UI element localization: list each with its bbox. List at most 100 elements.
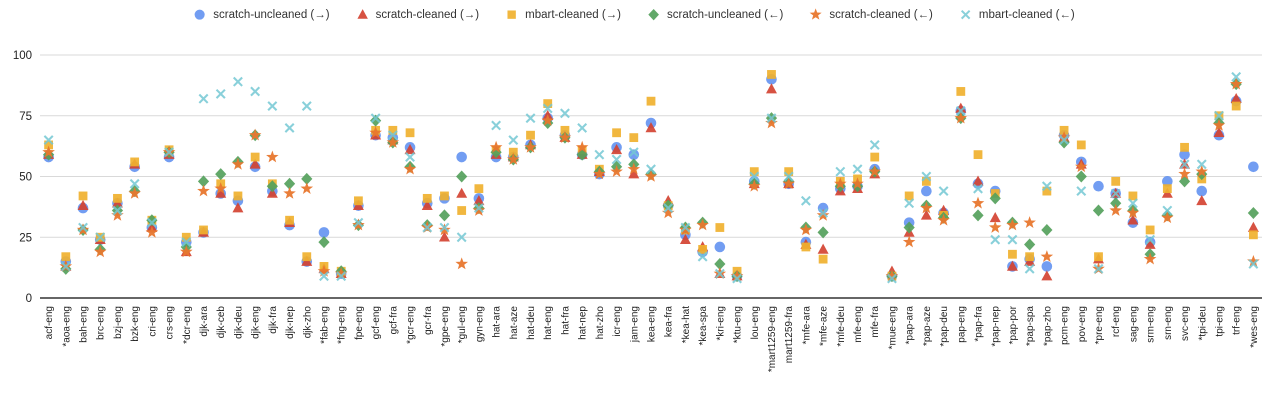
data-point[interactable] — [1111, 176, 1121, 186]
data-point[interactable] — [300, 182, 314, 194]
data-point[interactable] — [851, 177, 864, 190]
data-point[interactable] — [990, 234, 1001, 245]
data-point[interactable] — [130, 157, 140, 167]
data-point[interactable] — [904, 191, 914, 201]
data-point[interactable] — [1196, 159, 1207, 170]
data-point[interactable] — [696, 218, 709, 231]
data-point[interactable] — [920, 201, 933, 214]
data-point[interactable] — [560, 125, 570, 135]
data-point[interactable] — [543, 99, 553, 108]
data-point[interactable] — [198, 93, 209, 104]
data-point[interactable] — [784, 167, 794, 177]
data-point[interactable] — [404, 143, 416, 155]
data-point[interactable] — [285, 215, 294, 225]
data-point[interactable] — [1041, 223, 1053, 236]
data-point[interactable] — [988, 220, 1002, 233]
data-point[interactable] — [94, 245, 107, 258]
data-point[interactable] — [698, 245, 708, 254]
data-point[interactable] — [1247, 255, 1260, 267]
data-point[interactable] — [197, 184, 210, 197]
data-point[interactable] — [646, 96, 656, 106]
data-point[interactable] — [1093, 180, 1104, 192]
data-point[interactable] — [714, 257, 726, 270]
data-point[interactable] — [197, 175, 210, 188]
data-point[interactable] — [77, 199, 89, 210]
data-point[interactable] — [1179, 149, 1190, 160]
data-point[interactable] — [921, 176, 931, 186]
data-point[interactable] — [852, 164, 863, 175]
data-point[interactable] — [1092, 204, 1105, 217]
data-point[interactable] — [456, 232, 467, 243]
data-point[interactable] — [387, 130, 398, 141]
data-point[interactable] — [885, 269, 899, 282]
data-point[interactable] — [354, 196, 363, 206]
data-point[interactable] — [1248, 259, 1259, 269]
data-point[interactable] — [438, 231, 450, 242]
data-point[interactable] — [1212, 118, 1226, 131]
data-point[interactable] — [1178, 175, 1191, 188]
data-point[interactable] — [1041, 270, 1053, 281]
data-point[interactable] — [250, 152, 260, 162]
data-point[interactable] — [766, 113, 777, 124]
data-point[interactable] — [524, 140, 537, 153]
data-point[interactable] — [818, 208, 829, 218]
data-point[interactable] — [1162, 205, 1173, 216]
data-point[interactable] — [577, 122, 588, 133]
data-point[interactable] — [697, 251, 708, 262]
data-point[interactable] — [215, 187, 227, 198]
data-point[interactable] — [765, 83, 777, 94]
data-point[interactable] — [233, 191, 243, 201]
data-point[interactable] — [113, 193, 122, 203]
data-point[interactable] — [989, 212, 1001, 223]
data-point[interactable] — [612, 128, 621, 138]
data-point[interactable] — [835, 166, 846, 177]
data-point[interactable] — [971, 196, 985, 209]
data-point[interactable] — [1025, 252, 1035, 262]
data-point[interactable] — [955, 105, 966, 116]
data-point[interactable] — [370, 114, 382, 127]
legend-item[interactable]: mbart-cleaned (→) — [505, 8, 621, 22]
data-point[interactable] — [749, 167, 759, 177]
data-point[interactable] — [1076, 140, 1086, 150]
data-point[interactable] — [765, 116, 778, 129]
data-point[interactable] — [902, 235, 916, 248]
data-point[interactable] — [973, 150, 983, 160]
data-point[interactable] — [455, 257, 468, 270]
data-point[interactable] — [1213, 126, 1225, 138]
data-point[interactable] — [1145, 234, 1156, 245]
data-point[interactable] — [1180, 142, 1189, 152]
data-point[interactable] — [386, 135, 400, 148]
data-point[interactable] — [1248, 161, 1259, 173]
data-point[interactable] — [266, 180, 278, 193]
data-point[interactable] — [491, 120, 502, 131]
data-point[interactable] — [1110, 188, 1121, 199]
data-point[interactable] — [1145, 225, 1155, 235]
data-point[interactable] — [628, 149, 640, 160]
data-point[interactable] — [353, 217, 364, 228]
data-point[interactable] — [112, 205, 123, 216]
data-point[interactable] — [767, 70, 776, 79]
data-point[interactable] — [76, 223, 90, 236]
data-point[interactable] — [44, 140, 54, 150]
data-point[interactable] — [318, 227, 330, 238]
data-point[interactable] — [1128, 191, 1138, 201]
data-point[interactable] — [541, 114, 555, 126]
data-point[interactable] — [1162, 176, 1173, 187]
data-point[interactable] — [801, 242, 811, 252]
data-point[interactable] — [181, 232, 191, 242]
data-point[interactable] — [1059, 135, 1070, 145]
data-point[interactable] — [456, 187, 468, 198]
data-point[interactable] — [357, 9, 368, 19]
data-point[interactable] — [868, 165, 882, 177]
data-point[interactable] — [267, 101, 278, 111]
data-point[interactable] — [128, 186, 141, 199]
data-point[interactable] — [146, 214, 158, 227]
data-point[interactable] — [627, 162, 641, 175]
data-point[interactable] — [194, 9, 205, 20]
data-point[interactable] — [661, 206, 675, 219]
data-point[interactable] — [1094, 252, 1103, 262]
data-point[interactable] — [1041, 181, 1052, 192]
data-point[interactable] — [525, 113, 536, 124]
data-point[interactable] — [955, 102, 967, 113]
data-point[interactable] — [870, 152, 880, 162]
